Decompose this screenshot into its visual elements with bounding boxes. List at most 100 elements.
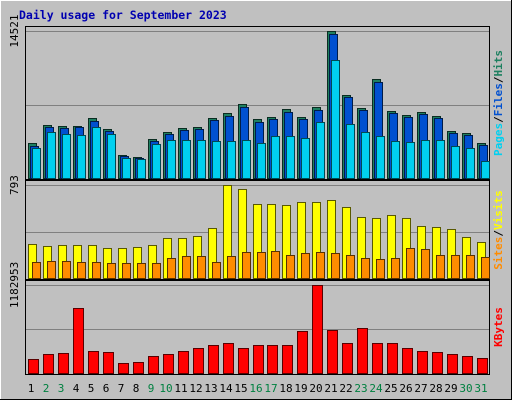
bar-pages-day-5 [92,127,101,179]
bar-sites-day-1 [32,262,41,279]
bar-pages-day-18 [286,136,295,179]
bar-kbytes-day-10 [163,354,174,374]
bar-sites-day-5 [92,262,101,279]
x-tick-label: 19 [294,382,307,395]
bar-kbytes-day-16 [253,345,264,374]
bar-kbytes-day-31 [477,358,488,374]
x-tick-label: 11 [174,382,187,395]
y-max-label: 793 [8,175,21,195]
bar-pages-day-15 [242,140,251,179]
x-tick-label: 13 [204,382,217,395]
bar-kbytes-day-17 [267,345,278,374]
bar-pages-day-1 [32,148,41,179]
bar-sites-day-28 [436,255,445,279]
x-tick-label: 14 [219,382,233,395]
bar-kbytes-day-1 [28,359,39,374]
bar-pages-day-26 [406,142,415,179]
bar-kbytes-day-9 [148,356,159,374]
bar-pages-day-8 [137,159,146,179]
legend-label-pages: Pages [492,123,505,156]
bar-kbytes-day-11 [178,351,189,374]
x-tick-label: 9 [148,382,155,395]
bar-pages-day-2 [47,132,56,179]
bar-kbytes-day-15 [238,348,249,374]
legend-bottom: KBytes [492,307,505,347]
panel-bottom: 1182953 KBytes [8,262,505,375]
chart-title: Daily usage for September 2023 [19,8,227,22]
bar-pages-day-22 [346,124,355,179]
x-tick-label: 8 [133,382,140,395]
x-tick-label: 7 [118,382,125,395]
x-tick-label: 26 [399,382,412,395]
bar-kbytes-day-21 [327,330,338,374]
bar-kbytes-day-27 [417,351,428,374]
bar-kbytes-day-13 [208,345,219,374]
bar-kbytes-day-24 [372,343,383,374]
bar-kbytes-day-7 [118,363,129,374]
x-tick-label: 1 [28,382,35,395]
legend-label-kbytes: KBytes [492,307,505,347]
legend-label-visits: Visits [492,190,505,230]
x-tick-label: 29 [444,382,457,395]
bar-kbytes-day-23 [357,328,368,374]
legend-separator: / [492,230,505,237]
x-tick-label: 31 [474,382,487,395]
x-tick-label: 5 [88,382,95,395]
bar-kbytes-day-28 [432,352,443,374]
bar-sites-day-26 [406,248,415,279]
x-tick-label: 3 [58,382,65,395]
x-tick-label: 23 [354,382,367,395]
x-tick-label: 25 [384,382,397,395]
bar-sites-day-14 [227,256,236,279]
bar-sites-day-18 [286,255,295,279]
legend-label-sites: Sites [492,237,505,270]
x-tick-label: 12 [189,382,202,395]
bar-pages-day-20 [316,122,325,179]
chart-panels: 14521Pages/Files/Hits793Sites/Visits1182… [8,14,505,375]
x-tick-label: 24 [369,382,383,395]
bar-kbytes-day-14 [223,343,234,374]
bar-sites-day-30 [466,255,475,279]
bar-sites-day-21 [331,253,340,279]
bar-sites-day-16 [257,252,266,279]
bar-kbytes-day-6 [103,352,114,374]
bar-pages-day-23 [361,132,370,179]
bar-pages-day-17 [271,136,280,179]
bar-kbytes-day-29 [447,354,458,374]
bar-pages-day-25 [391,141,400,179]
bar-sites-day-12 [197,256,206,279]
legend-separator: / [492,76,505,83]
bar-pages-day-30 [466,148,475,179]
bar-pages-day-29 [451,146,460,179]
bar-sites-day-4 [77,262,86,279]
bar-sites-day-9 [152,263,161,279]
x-tick-label: 28 [429,382,442,395]
bar-sites-day-7 [122,263,131,279]
legend-label-hits: Hits [492,50,505,77]
bar-pages-day-19 [301,138,310,179]
bar-pages-day-13 [212,141,221,179]
bar-sites-day-8 [137,263,146,279]
y-max-label: 14521 [8,14,21,47]
bar-sites-day-27 [421,249,430,279]
legend-top: Pages/Files/Hits [492,50,505,156]
bar-kbytes-day-12 [193,348,204,374]
bar-sites-day-2 [47,261,56,279]
x-tick-label: 27 [414,382,427,395]
bar-sites-day-20 [316,252,325,279]
bar-pages-day-27 [421,140,430,179]
bar-sites-day-24 [376,259,385,279]
bar-sites-day-13 [212,262,221,279]
bar-pages-day-3 [62,134,71,179]
bar-pages-day-9 [152,144,161,179]
bar-sites-day-6 [107,263,116,279]
bar-pages-day-16 [257,143,266,179]
bar-kbytes-day-19 [297,331,308,374]
bar-kbytes-day-2 [43,354,54,374]
bar-pages-day-31 [481,161,490,179]
bar-pages-day-28 [436,140,445,179]
bar-kbytes-day-8 [133,362,144,374]
bar-kbytes-day-26 [402,348,413,374]
